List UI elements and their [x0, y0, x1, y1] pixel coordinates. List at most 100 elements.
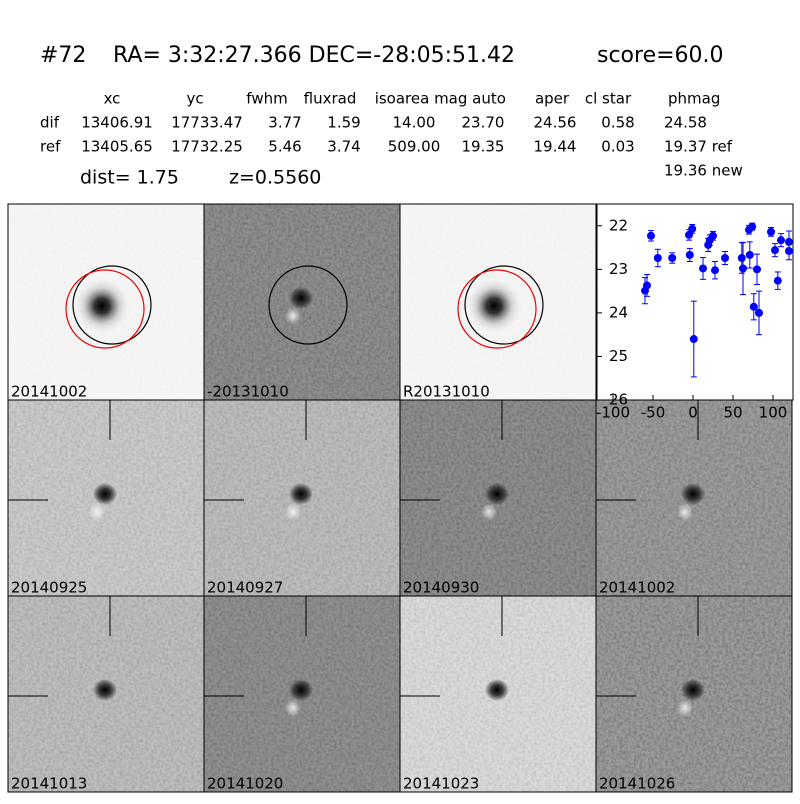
redshift: z=0.5560	[229, 167, 321, 189]
stamp-label: 20141013	[11, 775, 87, 793]
x-tick-label: -100	[596, 404, 630, 422]
plot-area	[596, 203, 794, 401]
residual	[285, 699, 301, 717]
column-header: yc	[186, 90, 203, 108]
stamp: R20131010	[399, 203, 597, 401]
score: score=60.0	[597, 43, 724, 68]
point	[767, 227, 775, 236]
table-cell: 19.35	[462, 138, 505, 156]
measurements-table: xc yc fwhm fluxrad isoarea mag auto aper cl sta…	[40, 90, 733, 156]
stamp: 20141020	[203, 595, 401, 793]
stamp: 20141002	[595, 399, 793, 597]
point	[647, 231, 655, 240]
stamp-label: 20141026	[599, 775, 675, 793]
table-cell: 19.37 ref	[664, 138, 733, 156]
x-tick-label: 0	[688, 404, 698, 422]
aperture	[268, 265, 348, 345]
residual	[677, 699, 693, 717]
point	[711, 266, 719, 275]
x-tick-label: -50	[641, 404, 666, 422]
stamp-label: -20131010	[207, 383, 289, 401]
stamp: 20140927	[203, 399, 401, 597]
point	[709, 231, 717, 240]
stamps: 20141002 -20131010 R20131010 20140925 201409…	[7, 203, 793, 793]
aperture	[464, 265, 544, 345]
point	[777, 236, 785, 245]
source	[93, 679, 117, 701]
row-label: ref	[40, 138, 61, 156]
table-cell: 24.56	[534, 114, 577, 132]
source	[485, 679, 509, 701]
table-cell: 5.46	[268, 138, 301, 156]
source	[681, 679, 705, 701]
residual	[285, 307, 301, 325]
column-header: cl star	[585, 90, 632, 108]
residual	[285, 503, 301, 521]
table-cell: 17732.25	[171, 138, 243, 156]
point	[748, 222, 757, 231]
table-cell: 24.58	[664, 114, 707, 132]
column-header: fluxrad	[304, 90, 357, 108]
point	[643, 281, 651, 290]
residual	[481, 503, 497, 521]
residual	[89, 503, 105, 521]
table-cell: 3.74	[327, 138, 360, 156]
y-tick-label: 26	[609, 391, 628, 409]
source	[72, 276, 132, 336]
source	[681, 483, 705, 505]
point	[771, 246, 779, 255]
y-tick-label: 22	[609, 216, 628, 234]
stamp: -20131010	[203, 203, 401, 401]
source	[464, 276, 524, 336]
column-header: aper	[535, 90, 570, 108]
stamp: 20140925	[7, 399, 205, 597]
x-tick-label: 50	[723, 404, 742, 422]
stamp-label: R20131010	[403, 383, 490, 401]
column-header: fwhm	[246, 90, 287, 108]
point	[745, 250, 754, 259]
point	[689, 335, 698, 344]
table-cell: 3.77	[268, 114, 301, 132]
point	[773, 276, 782, 285]
stamp: 20141023	[399, 595, 597, 793]
table-cell: 14.00	[393, 114, 436, 132]
point	[785, 247, 793, 256]
coordinates: RA= 3:32:27.366 DEC=-28:05:51.42	[113, 43, 515, 68]
table-cell: 0.03	[601, 138, 634, 156]
column-header: xc	[104, 90, 121, 108]
source	[289, 483, 313, 505]
column-header: isoarea	[375, 90, 430, 108]
stamp-label: 20140925	[11, 579, 87, 597]
source	[289, 679, 313, 701]
light-curve: -100 -50 0 50 100 22 23 24 25 26	[596, 203, 794, 422]
phmag-new: 19.36 new	[664, 162, 743, 180]
stamp: 20141002	[7, 203, 205, 401]
point	[688, 224, 697, 233]
candidate-id: #72	[40, 43, 86, 68]
table-cell: 509.00	[388, 138, 441, 156]
table-cell: 1.59	[327, 114, 360, 132]
stamp-label: 20141023	[403, 775, 479, 793]
source	[93, 483, 117, 505]
point	[753, 265, 761, 274]
source	[289, 287, 313, 309]
aperture	[72, 265, 152, 345]
stamp-label: 20140927	[207, 579, 283, 597]
table-cell: 13405.65	[81, 138, 153, 156]
point	[699, 264, 707, 273]
stamp-frame	[595, 595, 793, 793]
table-cell: 19.44	[534, 138, 577, 156]
stamp-label: 20141002	[599, 579, 675, 597]
source	[485, 483, 509, 505]
stamp: 20141013	[7, 595, 205, 793]
point	[739, 264, 747, 273]
column-header: phmag	[668, 90, 720, 108]
row-label: dif	[40, 114, 60, 132]
stamp: 20140930	[399, 399, 597, 597]
stamp: 20141026	[595, 595, 793, 793]
table-cell: 17733.47	[171, 114, 243, 132]
point	[668, 254, 677, 263]
point	[685, 250, 694, 259]
point	[737, 254, 746, 263]
